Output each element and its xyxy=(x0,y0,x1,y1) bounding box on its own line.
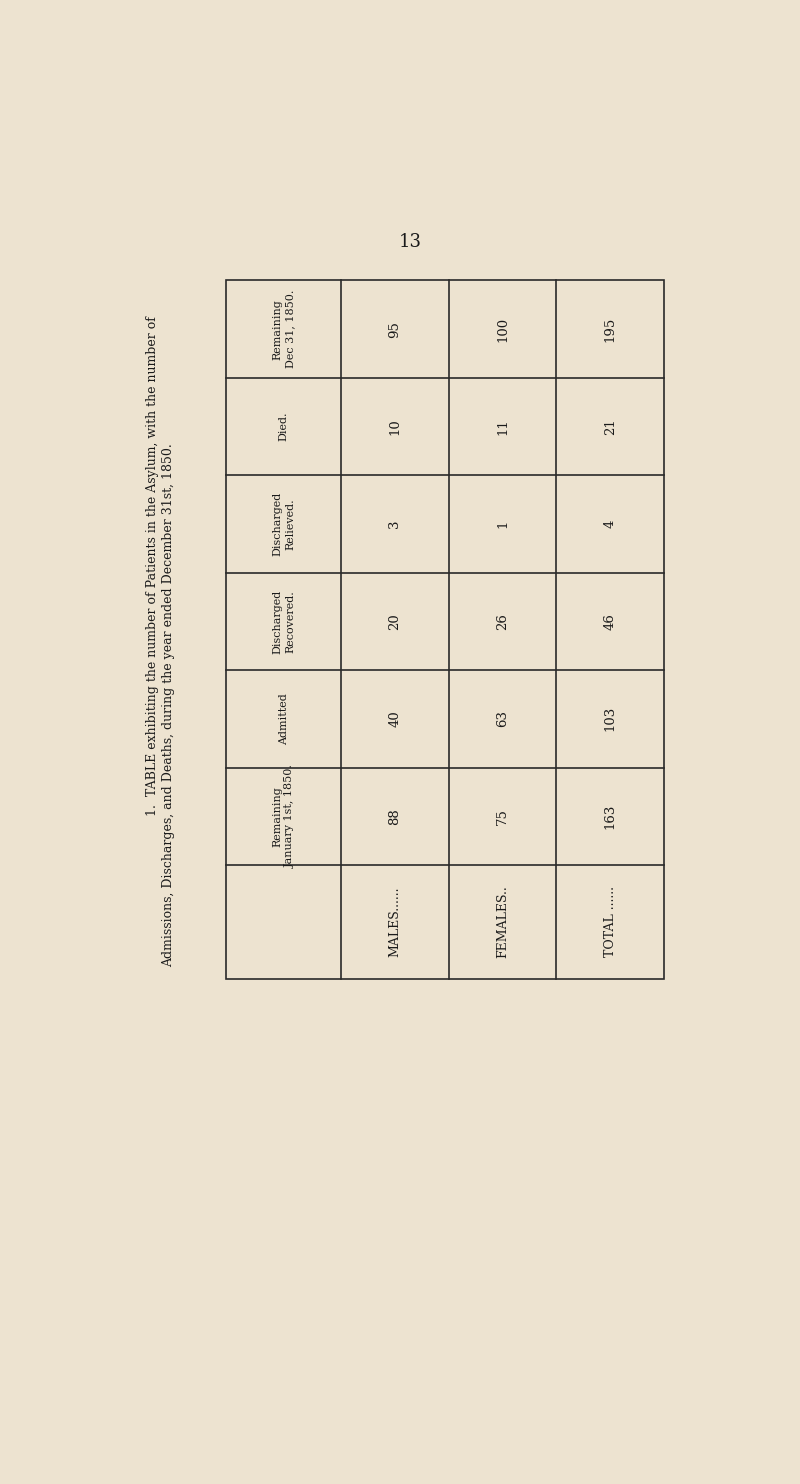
Text: 1.  TABLE exhibiting the number of Patients in the Asylum, with the number of: 1. TABLE exhibiting the number of Patien… xyxy=(146,316,159,816)
Text: Discharged
Relieved.: Discharged Relieved. xyxy=(272,491,295,556)
Text: Admitted: Admitted xyxy=(278,693,289,745)
Text: Died.: Died. xyxy=(278,413,289,441)
Text: 163: 163 xyxy=(604,803,617,830)
Text: 40: 40 xyxy=(388,711,402,727)
Text: 100: 100 xyxy=(496,316,509,341)
Text: 75: 75 xyxy=(496,807,509,825)
Text: 10: 10 xyxy=(388,418,402,435)
Text: 103: 103 xyxy=(604,706,617,732)
Text: 20: 20 xyxy=(388,613,402,629)
Text: TOTAL ......: TOTAL ...... xyxy=(604,886,617,957)
Text: FEMALES..: FEMALES.. xyxy=(496,886,509,959)
Text: 46: 46 xyxy=(604,613,617,629)
Text: Remaining
January 1st, 1850.: Remaining January 1st, 1850. xyxy=(272,764,295,868)
Text: 13: 13 xyxy=(398,233,422,251)
Text: 11: 11 xyxy=(496,418,509,435)
Text: 88: 88 xyxy=(388,807,402,825)
Text: 4: 4 xyxy=(604,519,617,528)
Text: 195: 195 xyxy=(604,316,617,341)
Bar xyxy=(226,280,664,979)
Text: 95: 95 xyxy=(388,321,402,338)
Text: 63: 63 xyxy=(496,711,509,727)
Text: Remaining
Dec 31, 1850.: Remaining Dec 31, 1850. xyxy=(272,289,295,368)
Text: Discharged
Recovered.: Discharged Recovered. xyxy=(272,589,295,653)
Text: 21: 21 xyxy=(604,418,617,435)
Text: Admissions, Discharges, and Deaths, during the year ended December 31st, 1850.: Admissions, Discharges, and Deaths, duri… xyxy=(162,442,174,966)
Text: MALES......: MALES...... xyxy=(388,886,402,957)
Text: 3: 3 xyxy=(388,519,402,528)
Text: 1: 1 xyxy=(496,519,509,528)
Text: 26: 26 xyxy=(496,613,509,629)
